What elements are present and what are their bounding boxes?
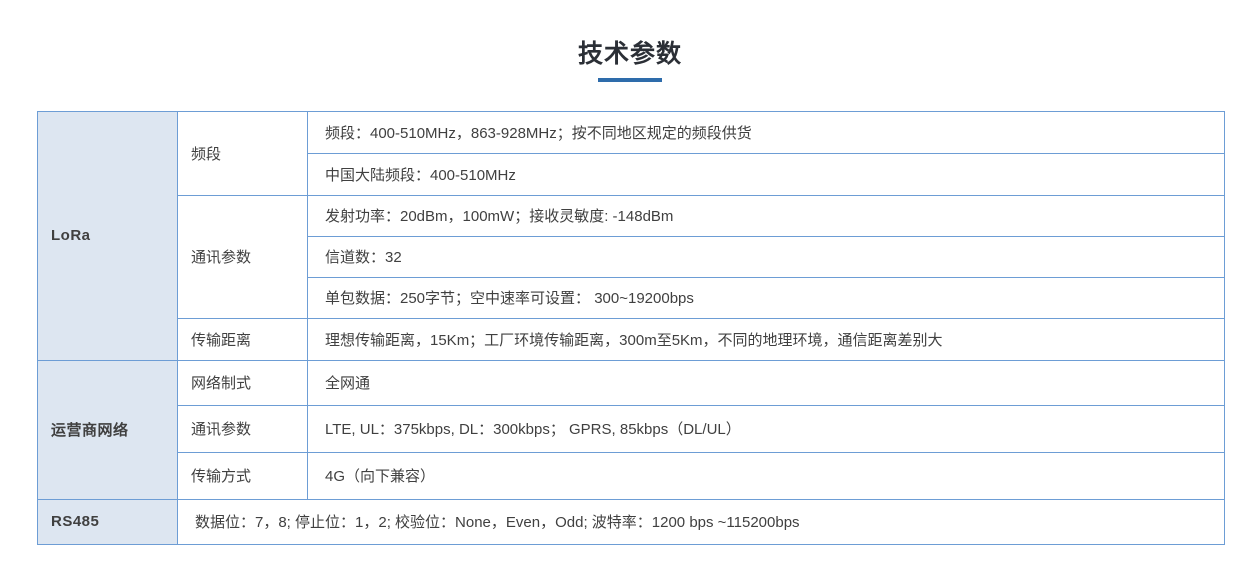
table-row: 传输距离 理想传输距离，15Km；工厂环境传输距离，300m至5Km，不同的地理… bbox=[38, 317, 1225, 361]
value-cell-packet-data: 单包数据：250字节；空中速率可设置： 300~19200bps bbox=[307, 276, 1225, 319]
value-cell-frequency-band-china: 中国大陆频段：400-510MHz bbox=[307, 152, 1225, 196]
table-row: 信道数：32 bbox=[38, 235, 1225, 278]
value-cell-transmission-mode: 4G（向下兼容） bbox=[307, 451, 1225, 500]
value-cell-lte-gprs-rates: LTE, UL：375kbps, DL：300kbps； GPRS, 85kbp… bbox=[307, 404, 1225, 453]
spec-table: LoRa 频段 频段：400-510MHz，863-928MHz；按不同地区规定… bbox=[37, 110, 1225, 545]
table-row: 通讯参数 发射功率：20dBm，100mW；接收灵敏度: -148dBm bbox=[38, 194, 1225, 319]
param-cell-transmission-distance: 传输距离 bbox=[177, 317, 308, 361]
param-cell-network-standard: 网络制式 bbox=[177, 359, 308, 406]
value-cell-rs485-serial-params: 数据位：7，8; 停止位：1，2; 校验位：None，Even，Odd; 波特率… bbox=[177, 498, 1225, 545]
param-cell-lora-comm-params: 通讯参数 bbox=[177, 194, 308, 319]
value-cell-transmission-distance: 理想传输距离，15Km；工厂环境传输距离，300m至5Km，不同的地理环境，通信… bbox=[307, 317, 1225, 361]
category-cell-lora: LoRa bbox=[37, 110, 178, 361]
table-row: 运营商网络 网络制式 全网通 bbox=[37, 359, 1225, 500]
table-row: 通讯参数 LTE, UL：375kbps, DL：300kbps； GPRS, … bbox=[38, 404, 1225, 453]
param-cell-carrier-comm-params: 通讯参数 bbox=[177, 404, 308, 453]
table-row: RS485 数据位：7，8; 停止位：1，2; 校验位：None，Even，Od… bbox=[37, 498, 1225, 545]
param-cell-transmission-mode: 传输方式 bbox=[177, 451, 308, 500]
page-title: 技术参数 bbox=[577, 40, 682, 68]
category-cell-rs485: RS485 bbox=[37, 498, 178, 545]
value-cell-channel-count: 信道数：32 bbox=[307, 235, 1225, 278]
title-underline-decoration bbox=[598, 77, 662, 82]
value-cell-frequency-band-global: 频段：400-510MHz，863-928MHz；按不同地区规定的频段供货 bbox=[307, 110, 1225, 154]
page-header: 技术参数 bbox=[0, 0, 1260, 82]
category-cell-carrier-network: 运营商网络 bbox=[37, 359, 178, 500]
table-row: LoRa 频段 频段：400-510MHz，863-928MHz；按不同地区规定… bbox=[37, 110, 1225, 361]
table-row: 中国大陆频段：400-510MHz bbox=[38, 152, 1225, 196]
table-row: 传输方式 4G（向下兼容） bbox=[38, 451, 1225, 500]
value-cell-network-standard: 全网通 bbox=[307, 359, 1225, 406]
value-cell-tx-power: 发射功率：20dBm，100mW；接收灵敏度: -148dBm bbox=[307, 194, 1225, 237]
param-cell-frequency-band: 频段 bbox=[177, 110, 308, 196]
